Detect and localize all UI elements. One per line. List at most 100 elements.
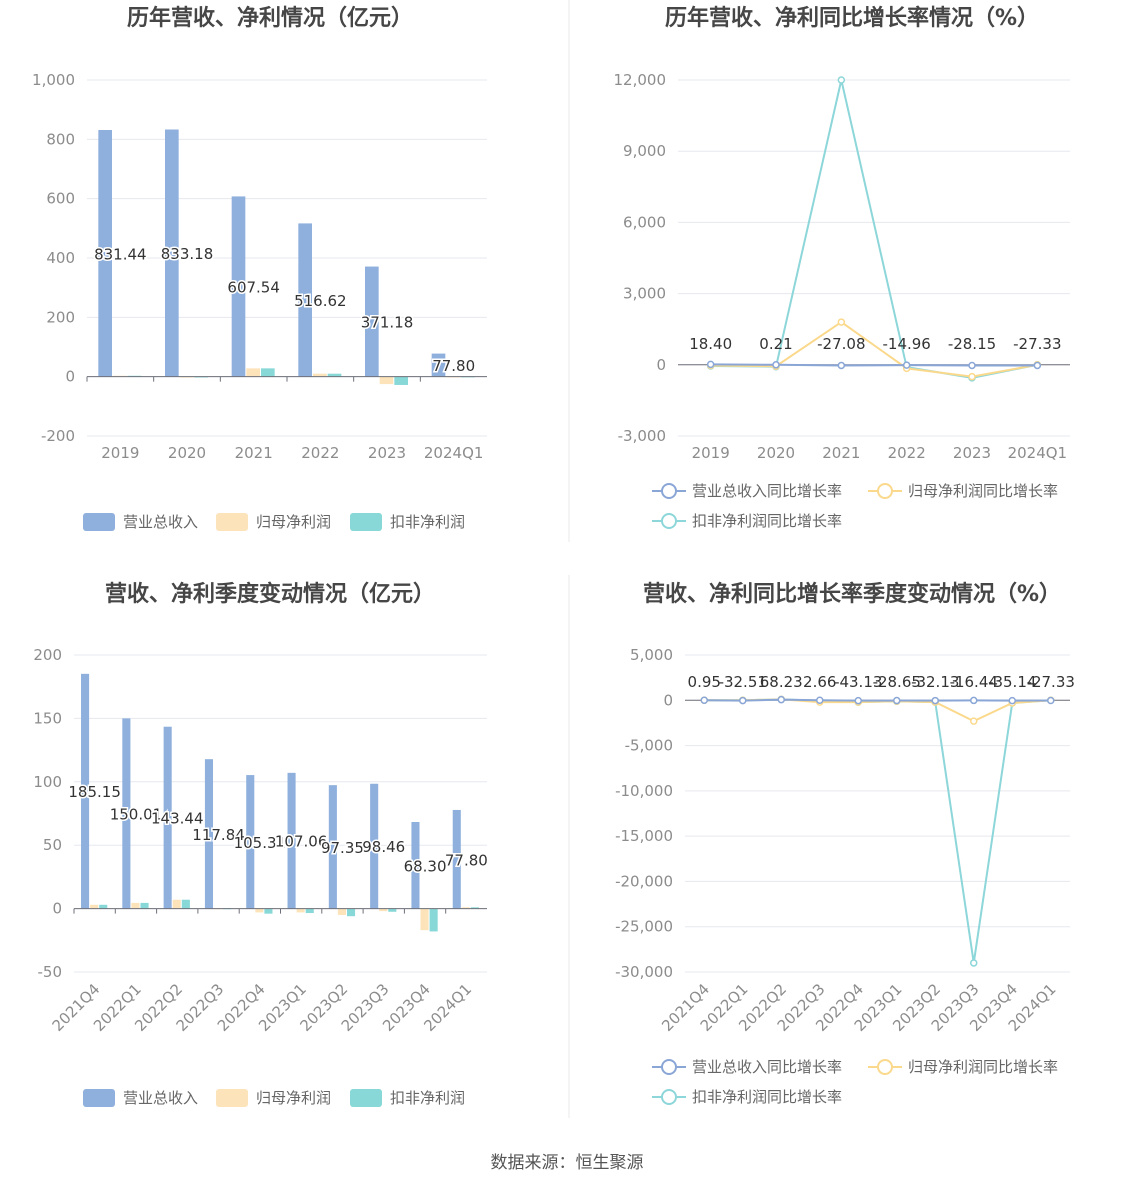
data-label: -28.15 — [948, 335, 996, 353]
y-tick-label: 200 — [46, 308, 75, 326]
data-label: 97.35 — [321, 839, 364, 857]
y-tick-label: 0 — [65, 368, 75, 386]
x-tick-label: 2019 — [692, 444, 730, 462]
y-tick-label: 9,000 — [623, 142, 666, 160]
series-point — [968, 372, 976, 381]
data-label: 2.66 — [803, 673, 836, 691]
series-point — [854, 696, 862, 705]
data-label: 833.18 — [161, 245, 214, 263]
bar — [287, 772, 296, 909]
bar — [165, 129, 179, 377]
series-point — [772, 361, 780, 369]
series-point — [970, 959, 978, 967]
legend-marker — [877, 1059, 893, 1075]
bar — [328, 785, 337, 909]
bar — [264, 908, 273, 914]
legend-label: 营业总收入 — [123, 1089, 198, 1107]
bar — [90, 904, 99, 909]
x-tick-label: 2019 — [101, 444, 139, 462]
annual-growth-rate-chart: 历年营收、净利同比增长率情况（%） 12,000 9,000 6,000 3,000 0… — [614, 5, 1070, 530]
bar — [313, 373, 327, 377]
y-tick-label: -200 — [41, 427, 75, 445]
series-line — [710, 363, 1038, 367]
series-point — [777, 695, 785, 704]
bar — [261, 368, 275, 377]
data-label: 0.95 — [688, 673, 721, 691]
bar — [246, 368, 260, 377]
series-point — [968, 361, 976, 370]
series-line — [710, 320, 1038, 378]
data-label: -43.13 — [834, 673, 882, 691]
legend-swatch — [216, 513, 248, 531]
y-tick-label: -3,000 — [618, 427, 666, 445]
quarterly-revenue-profit-chart: 营收、净利季度变动情况（亿元） 200150100500-502021Q4202… — [33, 581, 489, 1107]
y-tick-label: -15,000 — [615, 827, 673, 845]
data-label: 607.54 — [227, 279, 280, 297]
series-point — [816, 696, 824, 705]
y-tick-label: 0 — [52, 900, 62, 918]
series-point — [931, 696, 939, 705]
data-label: 831.44 — [94, 245, 147, 263]
data-label: -27.33 — [1013, 335, 1061, 353]
legend-marker — [877, 483, 893, 499]
series-line — [704, 698, 1051, 723]
legend-swatch — [350, 513, 382, 531]
legend-marker — [661, 513, 677, 529]
y-tick-label: 3,000 — [623, 285, 666, 303]
x-tick-label: 2022 — [888, 444, 926, 462]
x-tick-label: 2021 — [822, 444, 860, 462]
bar — [388, 908, 397, 912]
chart-title: 营收、净利季度变动情况（亿元） — [105, 581, 435, 607]
legend-label: 归母净利润同比增长率 — [908, 482, 1058, 500]
legend-label: 归母净利润 — [256, 513, 331, 531]
y-tick-label: 150 — [33, 709, 62, 727]
bar — [370, 783, 379, 909]
y-tick-label: -50 — [38, 963, 63, 981]
legend-label: 营业总收入 — [123, 513, 198, 531]
y-tick-label: -20,000 — [615, 872, 673, 890]
bar — [298, 223, 312, 377]
bar — [122, 718, 131, 909]
bar — [379, 908, 388, 912]
data-label: 185.15 — [68, 783, 121, 801]
y-tick-label: 0 — [656, 356, 666, 374]
y-tick-label: -25,000 — [615, 918, 673, 936]
bar — [420, 908, 429, 931]
chart-title: 历年营收、净利情况（亿元） — [127, 5, 413, 31]
legend-swatch — [216, 1089, 248, 1107]
bar — [181, 899, 190, 909]
x-tick-label: 2023 — [953, 444, 991, 462]
bar — [140, 902, 149, 909]
legend-label: 归母净利润同比增长率 — [908, 1058, 1058, 1076]
series-point — [1008, 696, 1016, 705]
bar — [246, 775, 255, 909]
x-tick-label: 2021 — [235, 444, 273, 462]
data-label: 68.30 — [404, 857, 447, 875]
bar — [411, 821, 420, 909]
series-line — [704, 698, 1051, 964]
bar — [231, 196, 246, 377]
series-line — [710, 79, 1038, 379]
data-label: -14.96 — [882, 335, 930, 353]
y-tick-label: 5,000 — [630, 646, 673, 664]
bar — [346, 908, 356, 917]
legend-swatch — [83, 513, 115, 531]
data-label: -32.51 — [719, 673, 767, 691]
legend-label: 扣非净利润同比增长率 — [692, 512, 842, 530]
series-point — [837, 361, 846, 370]
data-label: -27.08 — [817, 335, 865, 353]
bar — [99, 904, 108, 909]
data-label: -28.65 — [873, 673, 921, 691]
data-label: -32.13 — [911, 673, 959, 691]
y-tick-label: -30,000 — [615, 963, 673, 981]
legend-label: 营业总收入同比增长率 — [692, 482, 842, 500]
legend-label: 归母净利润 — [256, 1089, 331, 1107]
bar — [452, 809, 461, 909]
chart-title: 营收、净利同比增长率季度变动情况（%） — [643, 581, 1061, 607]
bar — [470, 907, 479, 909]
data-label: 371.18 — [361, 314, 414, 332]
bar — [365, 266, 379, 377]
series-point — [1047, 696, 1055, 705]
x-tick-label: 2023 — [368, 444, 406, 462]
